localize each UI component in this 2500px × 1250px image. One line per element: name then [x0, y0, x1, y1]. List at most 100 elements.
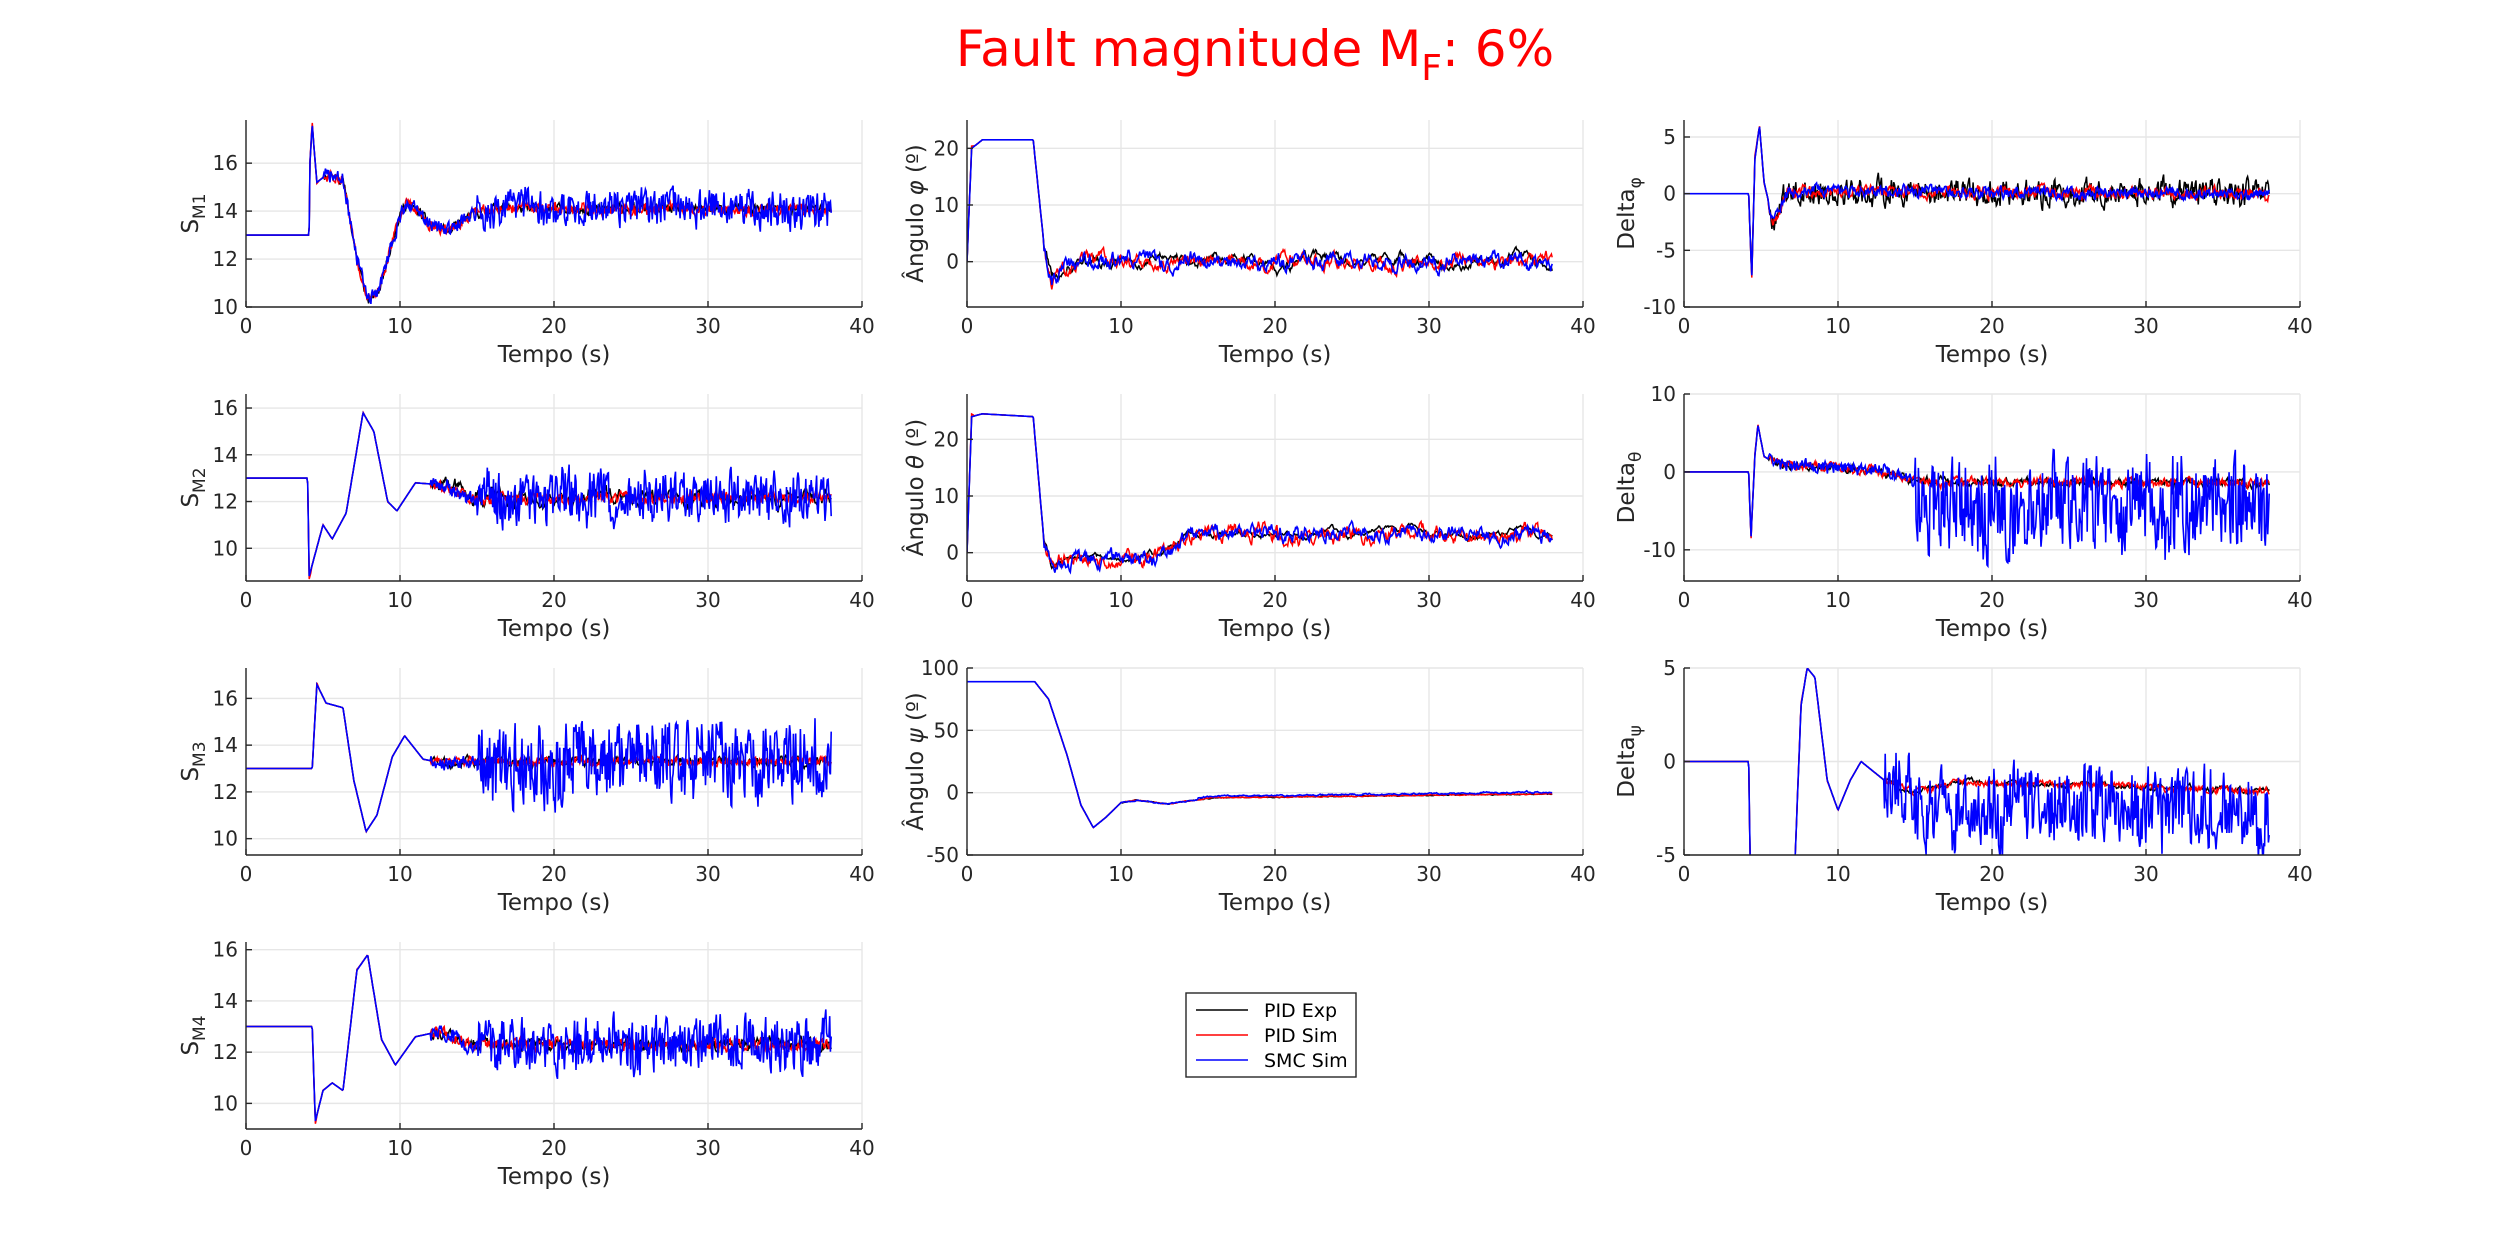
subplot-phi: 0 10 20 30 40 0 10 20 Tempo (s) Ângulo φ (º) — [901, 120, 1596, 368]
x-axis-label: Tempo (s) — [497, 890, 611, 916]
x-tick-label: 40 — [849, 1136, 874, 1160]
subplot-dphi: 0 10 20 30 40 -10 -5 0 5 Tempo (s) Deltaφ — [1614, 120, 2313, 368]
y-tick-label: 12 — [213, 780, 238, 804]
title-main: Fault magnitude M — [956, 20, 1421, 78]
y-axis-label: SM3 — [178, 741, 210, 781]
y-tick-label: 5 — [1663, 125, 1676, 149]
series-smc-sim — [1684, 126, 2270, 276]
x-tick-label: 30 — [1416, 314, 1441, 338]
series-smc-sim — [967, 412, 1553, 575]
x-tick-label: 30 — [695, 314, 720, 338]
y-tick-label: 0 — [946, 781, 959, 805]
x-tick-label: 40 — [849, 314, 874, 338]
y-tick-label: 14 — [213, 199, 238, 223]
y-tick-label: 0 — [946, 250, 959, 274]
y-tick-label: 12 — [213, 490, 238, 514]
x-tick-label: 40 — [2287, 862, 2312, 886]
x-tick-label: 20 — [541, 314, 566, 338]
x-tick-label: 20 — [1262, 314, 1287, 338]
x-tick-label: 10 — [1825, 862, 1850, 886]
y-axis-label: Deltaψ — [1614, 725, 1646, 798]
x-tick-label: 40 — [2287, 314, 2312, 338]
x-tick-label: 30 — [2133, 314, 2158, 338]
y-tick-label: 20 — [934, 427, 959, 451]
x-tick-label: 0 — [240, 862, 253, 886]
x-tick-label: 10 — [1108, 862, 1133, 886]
series-smc-sim — [246, 125, 832, 305]
x-axis-label: Tempo (s) — [497, 616, 611, 642]
series-smc-sim — [1684, 668, 2270, 855]
x-tick-label: 0 — [961, 314, 974, 338]
y-tick-label: 20 — [934, 136, 959, 160]
y-tick-label: 0 — [1663, 750, 1676, 774]
x-tick-label: 20 — [541, 862, 566, 886]
subplot-dtheta: 0 10 20 30 40 -10 0 10 Tempo (s) Deltaθ — [1614, 382, 2313, 642]
x-tick-label: 10 — [387, 314, 412, 338]
x-axis-label: Tempo (s) — [1218, 616, 1332, 642]
x-tick-label: 30 — [1416, 588, 1441, 612]
y-tick-label: 14 — [213, 733, 238, 757]
x-tick-label: 0 — [240, 588, 253, 612]
y-tick-label: 14 — [213, 989, 238, 1013]
x-tick-label: 40 — [1570, 862, 1595, 886]
x-tick-label: 0 — [961, 862, 974, 886]
series-pid-exp — [967, 680, 1553, 829]
y-tick-label: 10 — [213, 295, 238, 319]
subplot-sm2: 0 10 20 30 40 10 12 14 16 Tempo (s) SM2 — [178, 394, 875, 642]
x-tick-label: 10 — [387, 862, 412, 886]
x-tick-label: 0 — [240, 1136, 253, 1160]
legend-label: PID Exp — [1264, 1000, 1337, 1022]
series-smc-sim — [967, 680, 1553, 829]
x-tick-label: 10 — [1825, 314, 1850, 338]
x-tick-label: 30 — [2133, 862, 2158, 886]
y-axis-label: Deltaφ — [1614, 177, 1646, 250]
series-pid-sim — [967, 412, 1553, 570]
series-smc-sim — [246, 954, 832, 1122]
subplot-theta: 0 10 20 30 40 0 10 20 Tempo (s) Ângulo θ (º) — [901, 394, 1596, 642]
y-tick-label: 0 — [1663, 182, 1676, 206]
title-tail: : 6% — [1442, 20, 1554, 78]
y-tick-label: -5 — [1656, 843, 1676, 867]
y-tick-label: 12 — [213, 247, 238, 271]
x-axis-label: Tempo (s) — [1218, 342, 1332, 368]
y-tick-label: 10 — [1651, 382, 1676, 406]
y-tick-label: 0 — [946, 541, 959, 565]
title-subscript: F — [1421, 48, 1442, 89]
series-smc-sim — [967, 139, 1553, 286]
y-tick-label: 16 — [213, 938, 238, 962]
y-tick-label: -5 — [1656, 238, 1676, 262]
x-tick-label: 0 — [1678, 314, 1691, 338]
y-tick-label: 10 — [213, 827, 238, 851]
x-tick-label: 40 — [849, 588, 874, 612]
y-axis-label: SM4 — [178, 1015, 210, 1055]
x-tick-label: 10 — [387, 1136, 412, 1160]
series-smc-sim — [246, 410, 832, 577]
x-axis-label: Tempo (s) — [497, 342, 611, 368]
x-axis-label: Tempo (s) — [1935, 616, 2049, 642]
x-tick-label: 0 — [240, 314, 253, 338]
y-tick-label: 5 — [1663, 656, 1676, 680]
x-tick-label: 0 — [1678, 862, 1691, 886]
y-axis-label: SM2 — [178, 467, 210, 507]
series-smc-sim — [1684, 425, 2270, 569]
y-tick-label: 16 — [213, 396, 238, 420]
x-tick-label: 40 — [2287, 588, 2312, 612]
x-tick-label: 20 — [1262, 588, 1287, 612]
series-pid-sim — [967, 680, 1553, 829]
y-axis-label: Deltaθ — [1614, 452, 1646, 524]
y-tick-label: 16 — [213, 686, 238, 710]
y-tick-label: 0 — [1663, 460, 1676, 484]
x-tick-label: 30 — [1416, 862, 1441, 886]
y-tick-label: 16 — [213, 151, 238, 175]
y-tick-label: 100 — [921, 656, 959, 680]
y-tick-label: 10 — [934, 484, 959, 508]
x-axis-label: Tempo (s) — [497, 1164, 611, 1190]
x-tick-label: 20 — [1979, 862, 2004, 886]
x-tick-label: 40 — [849, 862, 874, 886]
series-pid-exp — [967, 413, 1553, 570]
x-tick-label: 40 — [1570, 314, 1595, 338]
